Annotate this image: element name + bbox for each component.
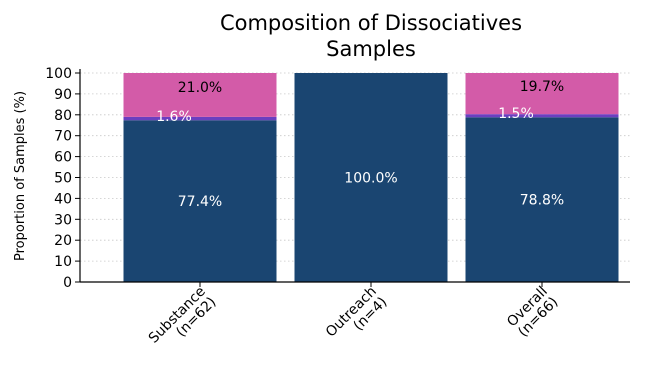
y-tick-label: 40 xyxy=(54,191,72,207)
y-tick-label: 50 xyxy=(54,171,72,187)
data-label: 21.0% xyxy=(178,80,222,96)
data-label: 78.8% xyxy=(520,193,564,209)
x-tick-label: Outreach(n=4) xyxy=(323,284,391,341)
x-tick-label: Overall(n=66) xyxy=(504,284,561,341)
y-tick-label: 90 xyxy=(54,87,72,103)
data-label: 1.5% xyxy=(498,106,534,122)
y-tick-label: 70 xyxy=(54,129,72,145)
bar-segment xyxy=(294,73,448,282)
y-axis-label: Proportion of Samples (%) xyxy=(13,91,28,261)
y-tick-label: 60 xyxy=(54,150,72,166)
bar-segment xyxy=(465,73,619,115)
y-tick-label: 0 xyxy=(63,275,72,291)
x-tick-label: Substance(n=62) xyxy=(146,284,220,347)
data-label: 1.6% xyxy=(156,109,192,125)
bar-segment xyxy=(123,73,277,117)
data-label: 77.4% xyxy=(178,194,222,210)
chart-title-line-2: Samples xyxy=(326,37,416,61)
y-tick-label: 10 xyxy=(54,254,72,270)
y-tick-label: 20 xyxy=(54,233,72,249)
bars xyxy=(123,73,619,282)
data-labels: 77.4% 1.6% 21.0% 100.0% 78.8% 1.5% 19.7% xyxy=(156,79,564,210)
data-label: 100.0% xyxy=(344,171,397,187)
y-tick-label: 30 xyxy=(54,212,72,228)
bar-segment xyxy=(123,120,277,282)
y-tick-label: 100 xyxy=(45,66,72,82)
bar-segment xyxy=(123,116,277,121)
data-label: 19.7% xyxy=(520,79,564,95)
y-tick-label: 80 xyxy=(54,108,72,124)
bar-segment xyxy=(465,114,619,118)
chart-title-line-1: Composition of Dissociatives xyxy=(220,11,522,35)
bar-segment xyxy=(465,117,619,282)
